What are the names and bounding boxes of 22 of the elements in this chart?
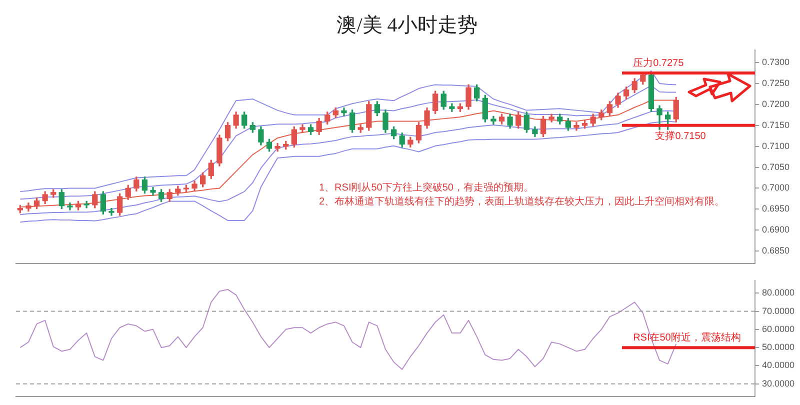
annotation: 2、布林通道下轨道线有往下的趋势，表面上轨道线存在较大压力，因此上升空间相对有限。 bbox=[318, 196, 725, 208]
y-tick-label: 0.7200 bbox=[762, 98, 790, 109]
y-tick-label: 0.6900 bbox=[762, 224, 790, 235]
y-tick-label: 40.0000 bbox=[762, 360, 795, 370]
y-tick-label: 70.0000 bbox=[762, 306, 795, 316]
y-tick-label: 0.6850 bbox=[762, 246, 790, 256]
ref-line-label: 支撑0.7150 bbox=[655, 130, 706, 142]
y-tick-label: 0.7000 bbox=[762, 182, 790, 193]
y-tick-label: 80.0000 bbox=[762, 288, 795, 298]
y-tick-label: 0.7050 bbox=[762, 162, 790, 172]
y-tick-label: 0.7100 bbox=[762, 140, 790, 151]
ref-line-label: 压力0.7275 bbox=[633, 56, 684, 69]
y-tick-label: 50.0000 bbox=[762, 342, 795, 352]
y-tick-label: 0.6950 bbox=[762, 204, 790, 214]
y-tick-label: 0.7300 bbox=[762, 57, 790, 68]
chart-title: 澳/美 4小时走势 bbox=[336, 13, 478, 36]
ref-line-label: RSI在50附近，震荡结构 bbox=[633, 331, 741, 344]
y-tick-label: 30.0000 bbox=[762, 378, 795, 388]
y-tick-label: 0.7250 bbox=[762, 78, 790, 88]
annotation: 1、RSI刚从50下方往上突破50，有走强的预期。 bbox=[318, 182, 534, 194]
y-tick-label: 0.7150 bbox=[762, 120, 790, 130]
y-tick-label: 60.0000 bbox=[762, 324, 795, 334]
